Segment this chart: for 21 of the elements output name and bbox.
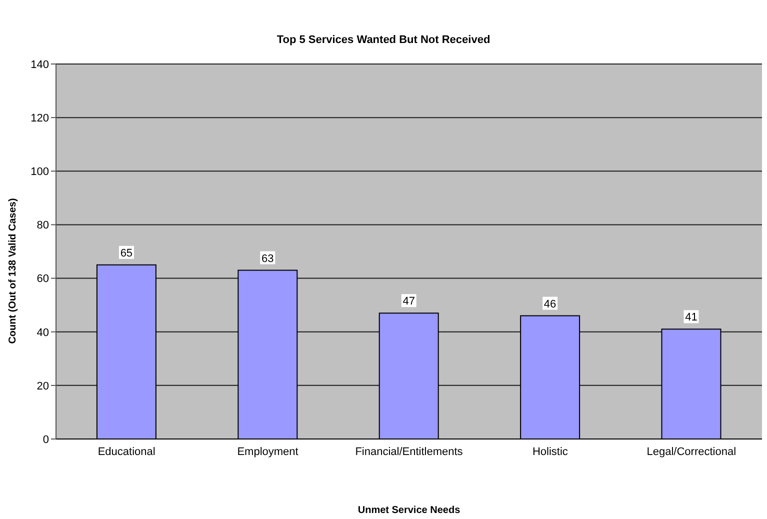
- x-tick-label: Employment: [237, 446, 298, 458]
- x-tick-label: Holistic: [532, 446, 568, 458]
- y-tick-label: 20: [36, 380, 49, 392]
- y-tick-label: 40: [36, 326, 49, 339]
- data-label: 65: [120, 247, 133, 260]
- x-tick-label: Financial/Entitlements: [355, 446, 464, 458]
- y-tick-label: 60: [36, 273, 49, 286]
- y-tick-label: 140: [30, 58, 49, 71]
- chart-title: Top 5 Services Wanted But Not Received: [276, 34, 492, 46]
- y-tick-label: 0: [42, 434, 49, 446]
- x-axis-title: Unmet Service Needs: [356, 505, 462, 516]
- y-axis-title: Count (Out of 138 Valid Cases): [8, 198, 18, 344]
- y-tick-label: 100: [30, 166, 49, 178]
- x-tick-label: Educational: [98, 446, 156, 458]
- data-label: 46: [544, 298, 556, 310]
- data-label: 63: [262, 252, 274, 265]
- data-label: 41: [685, 312, 698, 324]
- data-label: 47: [402, 296, 415, 308]
- y-tick-label: 120: [30, 112, 49, 124]
- y-tick-label: 80: [36, 220, 49, 232]
- x-tick-label: Legal/Correctional: [646, 446, 736, 458]
